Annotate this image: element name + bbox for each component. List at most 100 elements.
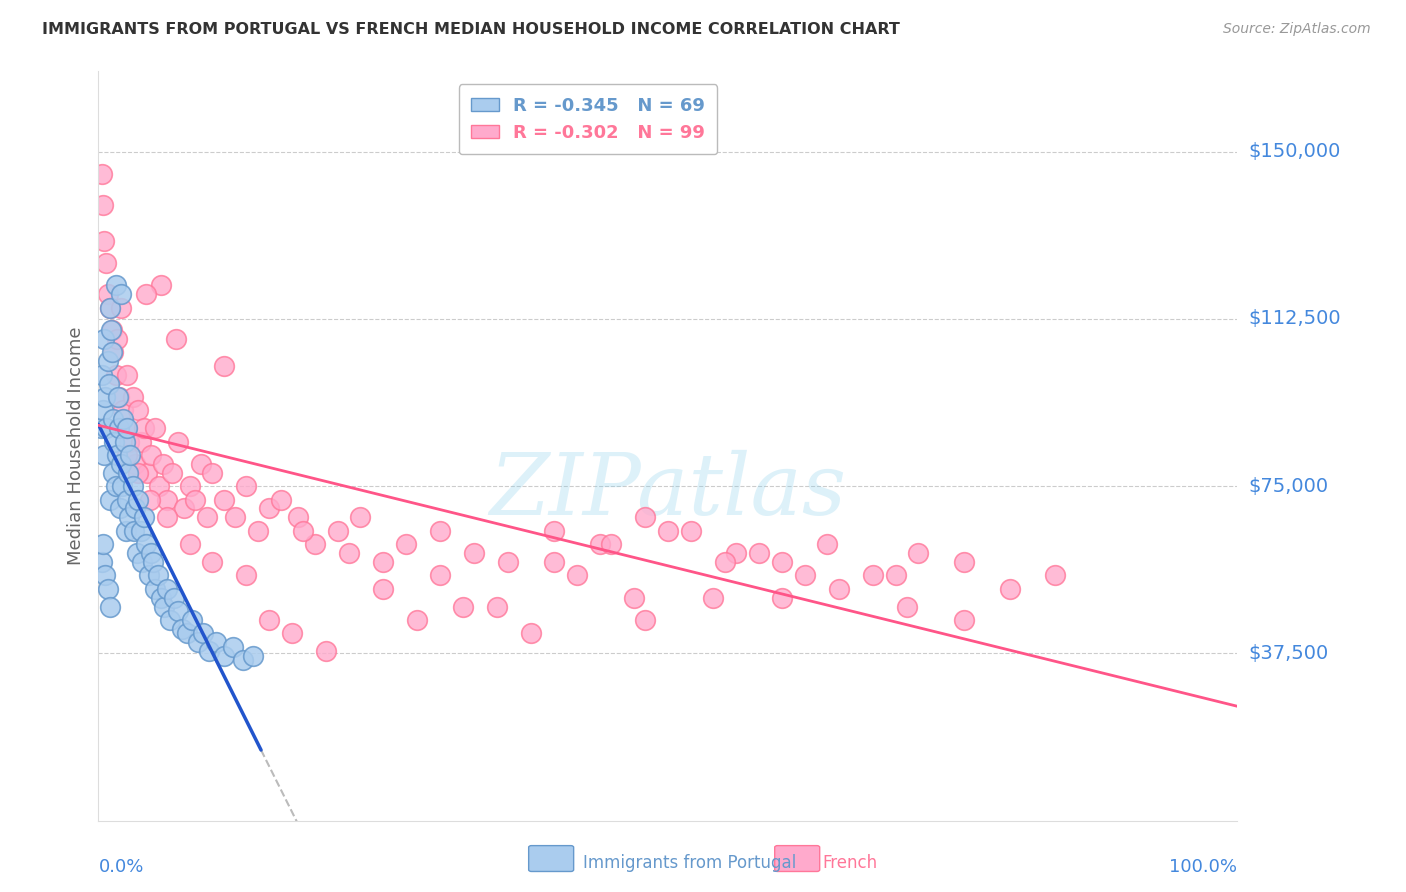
Point xyxy=(139,546,162,560)
Point xyxy=(129,524,152,538)
Point xyxy=(98,599,121,614)
Point xyxy=(94,568,117,582)
Point xyxy=(94,390,117,404)
Legend: R = -0.345   N = 69, R = -0.302   N = 99: R = -0.345 N = 69, R = -0.302 N = 99 xyxy=(458,84,717,154)
Text: $75,000: $75,000 xyxy=(1249,476,1329,496)
Point xyxy=(371,555,394,569)
Point xyxy=(623,591,645,605)
Point xyxy=(148,479,170,493)
Point xyxy=(103,412,125,426)
Point xyxy=(543,555,565,569)
Point xyxy=(179,537,201,551)
Point xyxy=(429,568,451,582)
Point xyxy=(337,546,360,560)
Point xyxy=(429,524,451,538)
Point xyxy=(115,492,138,507)
Point xyxy=(235,479,257,493)
FancyBboxPatch shape xyxy=(775,846,820,871)
Point xyxy=(96,354,118,368)
Point xyxy=(103,466,125,480)
Point xyxy=(156,510,179,524)
Point xyxy=(259,501,281,516)
Point xyxy=(96,287,118,301)
Point xyxy=(159,613,181,627)
Point xyxy=(112,412,135,426)
Point xyxy=(100,323,122,337)
Point xyxy=(179,479,201,493)
Point xyxy=(138,568,160,582)
Point xyxy=(96,256,118,270)
Point xyxy=(115,421,138,435)
Point xyxy=(198,644,221,658)
Point xyxy=(170,622,193,636)
Point xyxy=(235,568,257,582)
Point xyxy=(326,524,349,538)
Point xyxy=(150,591,173,605)
Point xyxy=(104,278,127,293)
Point xyxy=(246,524,269,538)
Point xyxy=(165,332,187,346)
Point xyxy=(93,332,115,346)
Point xyxy=(138,492,160,507)
Point xyxy=(91,198,114,212)
Point xyxy=(451,599,474,614)
Point xyxy=(770,555,793,569)
Point xyxy=(105,448,128,462)
Point xyxy=(212,648,235,663)
Point xyxy=(828,582,851,596)
Point xyxy=(145,582,167,596)
Point xyxy=(201,466,224,480)
Point xyxy=(93,234,115,248)
Point xyxy=(180,613,202,627)
Point xyxy=(486,599,509,614)
Point xyxy=(111,479,134,493)
Text: IMMIGRANTS FROM PORTUGAL VS FRENCH MEDIAN HOUSEHOLD INCOME CORRELATION CHART: IMMIGRANTS FROM PORTUGAL VS FRENCH MEDIA… xyxy=(42,22,900,37)
Point xyxy=(118,510,141,524)
Point xyxy=(127,546,149,560)
Point xyxy=(884,568,907,582)
Point xyxy=(145,421,167,435)
Point xyxy=(204,635,226,649)
Point xyxy=(679,524,702,538)
Text: $112,500: $112,500 xyxy=(1249,310,1341,328)
Point xyxy=(287,510,309,524)
Point xyxy=(304,537,326,551)
Point xyxy=(121,479,143,493)
Point xyxy=(93,448,115,462)
Point xyxy=(150,278,173,293)
Point xyxy=(212,359,235,373)
Point xyxy=(896,599,918,614)
Point xyxy=(725,546,748,560)
Point xyxy=(104,368,127,382)
Point xyxy=(98,492,121,507)
Point xyxy=(498,555,520,569)
Point xyxy=(108,390,131,404)
Point xyxy=(281,626,304,640)
FancyBboxPatch shape xyxy=(529,846,574,871)
Point xyxy=(121,390,143,404)
Point xyxy=(90,368,112,382)
Point xyxy=(153,599,176,614)
Point xyxy=(132,421,155,435)
Point xyxy=(588,537,610,551)
Point xyxy=(132,510,155,524)
Point xyxy=(97,376,120,391)
Text: 100.0%: 100.0% xyxy=(1170,858,1237,876)
Text: French: French xyxy=(823,855,877,872)
Point xyxy=(862,568,884,582)
Y-axis label: Median Household Income: Median Household Income xyxy=(66,326,84,566)
Point xyxy=(270,492,292,507)
Point xyxy=(600,537,623,551)
Point xyxy=(242,648,264,663)
Point xyxy=(953,555,976,569)
Point xyxy=(1043,568,1066,582)
Point xyxy=(349,510,371,524)
Point xyxy=(136,466,159,480)
Point xyxy=(953,613,976,627)
Point xyxy=(565,568,588,582)
Point xyxy=(173,501,195,516)
Point xyxy=(108,421,131,435)
Point xyxy=(98,301,121,315)
Point xyxy=(156,492,179,507)
Point xyxy=(98,301,121,315)
